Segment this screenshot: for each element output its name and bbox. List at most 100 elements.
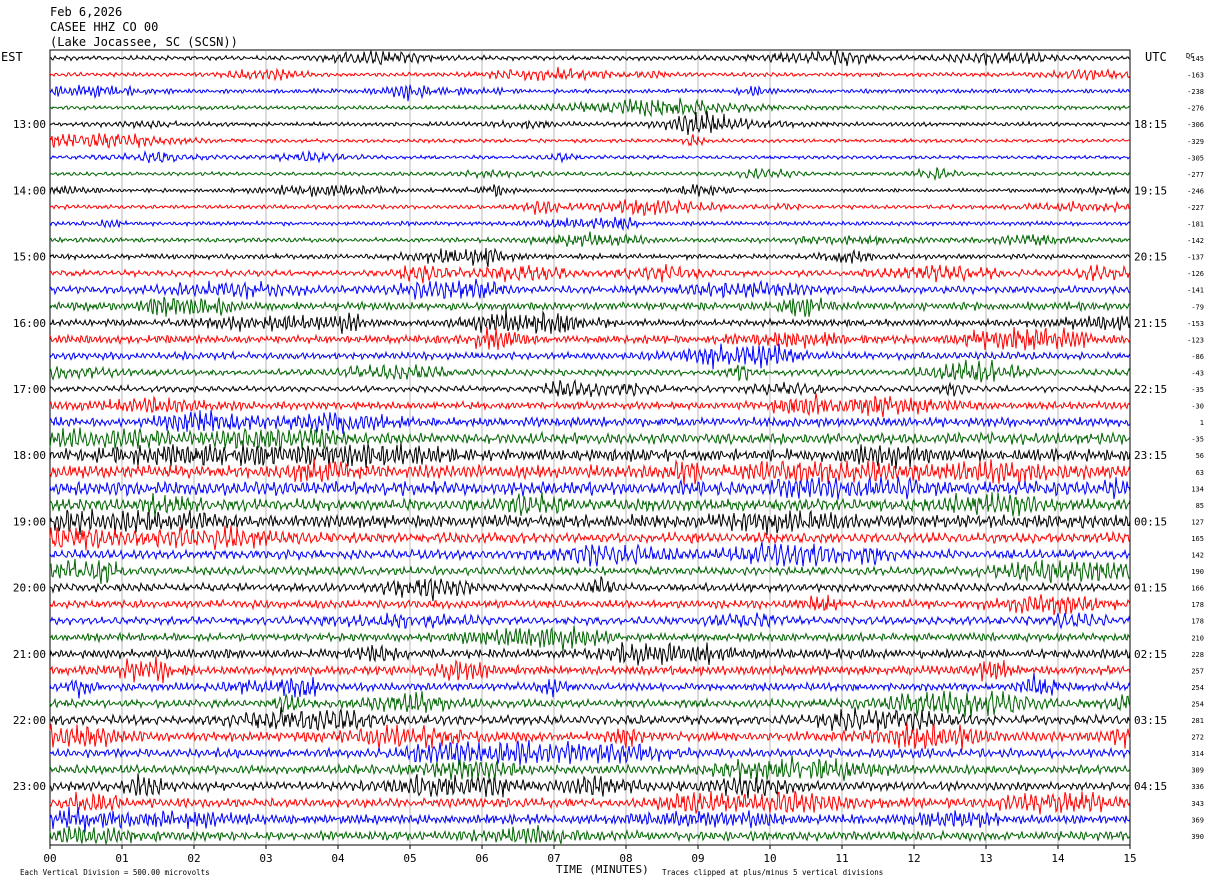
trace-line xyxy=(49,198,1131,217)
hour-labels: 13:00 14:00 15:00 16:00 17:00 18:00 19:00 20:00… xyxy=(13,118,1167,793)
trace-line xyxy=(49,133,1131,149)
x-tick-label: 06 xyxy=(475,852,488,865)
trace-line xyxy=(49,541,1131,567)
dc-offset-label: 56 xyxy=(1196,452,1204,460)
x-tick-label: 11 xyxy=(835,852,848,865)
trace-line xyxy=(49,458,1131,485)
dc-offset-label: 166 xyxy=(1191,585,1204,593)
x-tick-label: 15 xyxy=(1123,852,1136,865)
trace-line xyxy=(50,49,1131,67)
trace-line xyxy=(49,558,1131,585)
x-tick-label: 12 xyxy=(907,852,920,865)
left-hour-label: 22:00 xyxy=(13,714,46,727)
trace-line xyxy=(49,309,1131,334)
left-hour-label: 13:00 xyxy=(13,118,46,131)
trace-line xyxy=(49,594,1131,616)
right-hour-label: 23:15 xyxy=(1134,449,1167,462)
dc-offset-label: 390 xyxy=(1191,833,1204,841)
x-axis-ticks: 00 01 02 03 04 05 06 07 08 09 10 11 12 13 14 15 xyxy=(43,845,1137,865)
traces xyxy=(49,49,1131,846)
dc-offset-label: 85 xyxy=(1196,502,1204,510)
dc-offset-label: 254 xyxy=(1191,700,1204,708)
x-tick-label: 03 xyxy=(259,852,272,865)
x-tick-label: 10 xyxy=(763,852,776,865)
left-zone-label: EST xyxy=(1,50,23,64)
dc-offset-label: -305 xyxy=(1187,154,1204,162)
right-hour-label: 18:15 xyxy=(1134,118,1167,131)
dc-offset-label: 178 xyxy=(1191,618,1204,626)
trace-line xyxy=(49,476,1131,500)
dc-offset-label: -153 xyxy=(1187,320,1204,328)
x-tick-label: 05 xyxy=(403,852,416,865)
header-station: CASEE HHZ CO 00 xyxy=(50,20,158,34)
trace-line xyxy=(49,231,1131,247)
dc-offset-label: -277 xyxy=(1187,171,1204,179)
footer-scale-note: Each Vertical Division = 500.00 microvol… xyxy=(20,868,210,877)
trace-line xyxy=(49,167,1131,182)
trace-line xyxy=(49,625,1131,652)
dc-offset-label: -43 xyxy=(1191,369,1204,377)
x-tick-label: 14 xyxy=(1051,852,1065,865)
left-hour-label: 19:00 xyxy=(13,515,46,528)
trace-line xyxy=(49,525,1131,551)
left-hour-label: 20:00 xyxy=(13,582,46,595)
x-tick-label: 00 xyxy=(43,852,56,865)
trace-line xyxy=(49,492,1131,517)
right-hour-label: 00:15 xyxy=(1134,515,1167,528)
dc-offset-label: -141 xyxy=(1187,287,1204,295)
trace-line xyxy=(49,247,1131,268)
plot-frame xyxy=(49,49,1131,846)
trace-line xyxy=(49,359,1131,383)
dc-offset-label: 134 xyxy=(1191,485,1204,493)
trace-line xyxy=(49,773,1131,799)
trace-line xyxy=(49,263,1131,284)
dc-offset-label: -246 xyxy=(1187,187,1204,195)
dc-offset-label: -123 xyxy=(1187,336,1204,344)
dc-offset-label: 228 xyxy=(1191,651,1204,659)
trace-line xyxy=(49,442,1131,469)
dc-offset-label: -79 xyxy=(1191,303,1204,311)
trace-line xyxy=(49,672,1131,699)
dc-offset-label: -276 xyxy=(1187,105,1204,113)
dc-offset-label: -181 xyxy=(1187,221,1204,229)
dc-offset-label: 254 xyxy=(1191,684,1204,692)
trace-line xyxy=(49,410,1131,434)
dc-offset-label: 257 xyxy=(1191,667,1204,675)
trace-line xyxy=(49,378,1131,398)
left-hour-label: 18:00 xyxy=(13,449,46,462)
dc-offset-label: 1 xyxy=(1200,419,1204,427)
x-tick-label: 02 xyxy=(187,852,200,865)
dc-offset-label: 142 xyxy=(1191,552,1204,560)
left-hour-label: 16:00 xyxy=(13,317,46,330)
dc-offset-label: -306 xyxy=(1187,121,1204,129)
dc-offset-label: 314 xyxy=(1191,750,1204,758)
trace-line xyxy=(49,393,1131,418)
trace-line xyxy=(49,641,1131,666)
right-zone-label: UTC xyxy=(1145,50,1167,64)
dc-label: DC xyxy=(1186,52,1194,60)
dc-offset-label: -126 xyxy=(1187,270,1204,278)
x-tick-label: 08 xyxy=(619,852,632,865)
right-hour-label: 04:15 xyxy=(1134,780,1167,793)
trace-line xyxy=(49,184,1131,198)
left-hour-label: 21:00 xyxy=(13,648,46,661)
dc-offset-label: -35 xyxy=(1191,436,1204,444)
x-tick-label: 01 xyxy=(115,852,128,865)
dc-offset-label: -145 xyxy=(1187,55,1204,63)
dc-offset-label: 281 xyxy=(1191,717,1204,725)
trace-line xyxy=(49,216,1131,231)
trace-line xyxy=(49,755,1131,783)
trace-line xyxy=(49,825,1131,846)
x-axis-title: TIME (MINUTES) xyxy=(556,863,649,876)
x-tick-label: 04 xyxy=(331,852,345,865)
dc-offset-label: 165 xyxy=(1191,535,1204,543)
trace-line xyxy=(49,790,1131,815)
dc-offset-label: -227 xyxy=(1187,204,1204,212)
right-hour-label: 19:15 xyxy=(1134,184,1167,197)
trace-line xyxy=(49,739,1131,766)
dc-offset-label: -238 xyxy=(1187,88,1204,96)
trace-line xyxy=(49,508,1131,536)
trace-line xyxy=(49,343,1131,370)
dc-offset-label: 127 xyxy=(1191,518,1204,526)
